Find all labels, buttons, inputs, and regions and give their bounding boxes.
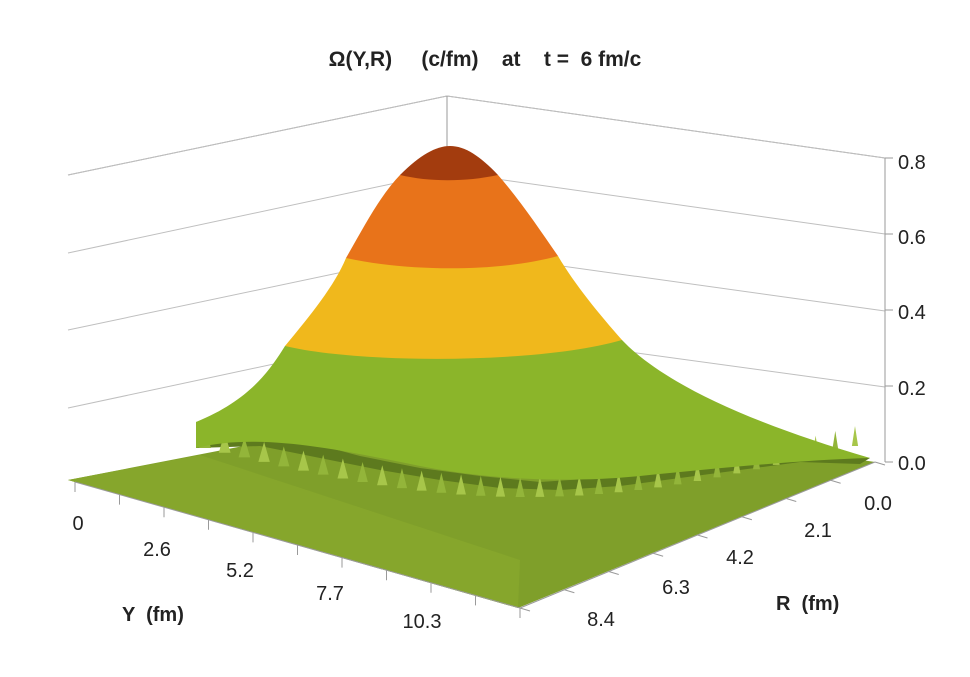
r-axis-tick xyxy=(608,571,619,575)
ridge-tooth xyxy=(475,475,486,496)
ridge-tooth xyxy=(614,472,623,493)
ridge-tooth xyxy=(297,450,310,471)
x-tick-label: 7.7 xyxy=(316,583,344,605)
ridge-tooth xyxy=(495,476,506,497)
ridge-tooth xyxy=(574,475,584,496)
band-0.6-0.8 xyxy=(346,171,558,269)
ridge-tooth xyxy=(357,462,368,483)
x-tick-labels: 0 2.6 5.2 7.7 10.3 xyxy=(72,513,441,633)
r-tick-label: 8.4 xyxy=(587,609,615,631)
band-0.0-0.4 xyxy=(196,330,870,480)
z-tick-label: 0.8 xyxy=(898,152,926,174)
ridge-tooth xyxy=(416,470,427,491)
r-axis-tick xyxy=(697,534,708,539)
ridge-tooth xyxy=(832,430,839,451)
ridge-tooth xyxy=(693,460,702,481)
ridge-tooth xyxy=(238,437,251,458)
r-tick-label: 2.1 xyxy=(804,520,832,542)
r-axis-tick xyxy=(786,498,797,502)
r-axis-tick xyxy=(519,607,531,612)
x-axis-title: Y (fm) xyxy=(122,604,184,626)
gridline-z-0.8 xyxy=(67,95,448,176)
r-tick-label: 0.0 xyxy=(864,493,892,515)
ridge-tooth xyxy=(594,474,604,495)
ridge-tooth xyxy=(555,476,564,497)
x-tick-label: 10.3 xyxy=(403,611,442,633)
ridge-tooth xyxy=(258,441,270,462)
band-0.8-1.0 xyxy=(400,146,498,181)
ridge-tooth xyxy=(515,476,525,497)
ridge-tooth xyxy=(535,476,545,497)
r-axis-tick xyxy=(830,479,841,484)
r-axis-tick xyxy=(874,461,886,466)
gridline-z-0.8-right xyxy=(446,95,886,159)
ridge-tooth xyxy=(396,468,408,489)
ridge-tooth xyxy=(851,426,859,446)
ridge-tooth xyxy=(673,464,682,485)
z-tick-labels: 0.0 0.2 0.4 0.6 0.8 xyxy=(898,152,926,475)
ridge-tooth xyxy=(654,467,663,488)
ridge-tooth xyxy=(456,474,466,495)
ridge-tooth xyxy=(634,469,643,490)
z-tick-label: 0.4 xyxy=(898,302,926,324)
r-axis-title: R (fm) xyxy=(776,593,839,615)
r-tick-label: 6.3 xyxy=(662,577,690,599)
z-tick-label: 0.6 xyxy=(898,227,926,249)
front-axes xyxy=(74,157,893,618)
x-tick-label: 2.6 xyxy=(143,539,171,561)
r-tick-labels: 0.0 2.1 4.2 6.3 8.4 xyxy=(587,493,892,631)
r-tick-label: 4.2 xyxy=(726,547,754,569)
x-tick-label: 0 xyxy=(72,513,83,535)
surface-floor-shade xyxy=(68,455,520,608)
ridge-tooth xyxy=(377,465,388,486)
ridge-tooth xyxy=(337,458,349,479)
surface-hill xyxy=(196,146,870,480)
band-0.4-0.6 xyxy=(285,250,622,359)
r-axis-tick xyxy=(741,516,753,521)
ridge-tooth xyxy=(436,472,447,493)
z-tick-label: 0.0 xyxy=(898,453,926,475)
ridge-tooth xyxy=(278,446,290,467)
ridge-tooth xyxy=(317,454,329,475)
r-axis-tick xyxy=(652,552,664,557)
z-tick-label: 0.2 xyxy=(898,378,926,400)
r-axis-tick xyxy=(564,589,575,594)
x-tick-label: 5.2 xyxy=(226,560,254,582)
chart-title: Ω(Y,R) (c/fm) at t = 6 fm/c xyxy=(329,48,642,71)
